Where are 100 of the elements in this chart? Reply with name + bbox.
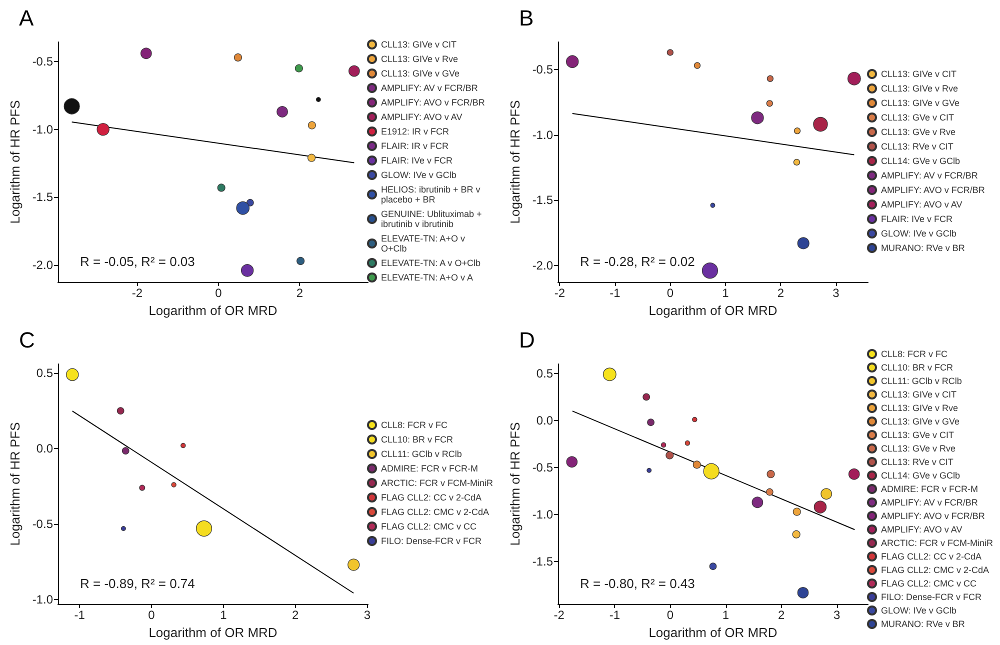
x-axis-title: Logarithm of OR MRD (148, 303, 278, 318)
legend-label: ADMIRE: FCR v FCR-M (381, 464, 478, 474)
legend-label: FILO: Dense-FCR v FCR (881, 592, 982, 602)
legend-label: CLL13: GIVe v GVe (381, 68, 460, 78)
legend-label: CLL10: BR v FCR (881, 362, 954, 372)
legend-label: GLOW: IVe v GClb (381, 170, 456, 180)
y-axis-title: Logarithm of HR PFS (507, 422, 522, 546)
y-tick-label: 0.0 (536, 413, 554, 428)
legend-label: FLAIR: IVe v FCR (381, 156, 454, 166)
y-tick-label: -1.5 (532, 554, 554, 569)
annotation: R = -0.80, R² = 0.43 (580, 576, 695, 591)
x-tick-label: 0 (148, 608, 156, 622)
x-tick-label: 3 (364, 608, 371, 622)
legend-label: CLL11: GClb v RClb (381, 449, 462, 459)
x-tick-label: 2 (292, 608, 300, 622)
y-tick-label: -0.5 (532, 62, 554, 76)
chart-title: B (519, 6, 534, 30)
legend-label: FLAG CLL2: CC v 2-CdA (881, 552, 982, 562)
x-tick-label: -2 (554, 608, 565, 622)
legend-label: GLOW: IVe v GClb (881, 228, 956, 238)
x-tick-label: 2 (777, 286, 784, 300)
legend-label: ADMIRE: FCR v FCR-M (881, 484, 978, 494)
x-axis-title: Logarithm of OR MRD (148, 625, 278, 640)
legend-label: MURANO: RVe v BR (881, 243, 966, 253)
x-tick-label: -1 (609, 608, 620, 622)
y-tick-label: -0.5 (532, 460, 554, 475)
x-tick-label: -2 (132, 286, 143, 300)
legend-label: CLL13: GIVe v Rve (881, 84, 958, 94)
chart-title: C (19, 328, 35, 352)
legend-label: CLL13: GVe v CIT (881, 112, 955, 122)
legend-label: CLL8: FCR v FC (381, 420, 448, 430)
x-tick-label: 3 (832, 286, 840, 300)
y-tick-label: -1.0 (32, 122, 54, 136)
legend-label: AMPLIFY: AVO v AV (881, 200, 962, 210)
x-tick-label: 0 (666, 608, 674, 622)
chart-title: D (519, 328, 535, 352)
legend-label: HELIOS: ibrutinib + BR v placebo + BR (381, 184, 483, 204)
legend-label: ELEVATE-TN: A+O v A (381, 272, 473, 282)
y-tick-label: -1.0 (532, 508, 554, 522)
x-axis-title: Logarithm of OR MRD (648, 625, 778, 640)
y-tick-label: -1.5 (532, 193, 554, 208)
y-axis-title: Logarithm of HR PFS (7, 422, 22, 546)
x-tick-label: 1 (722, 286, 730, 300)
legend-label: FILO: Dense-FCR v FCR (381, 536, 482, 546)
y-tick-label: 0.0 (36, 442, 54, 456)
legend-label: CLL13: GVe v Rve (881, 444, 956, 454)
legend-label: CLL11: GClb v RClb (881, 376, 962, 386)
legend-label: ARCTIC: FCR v FCM-MiniR (881, 538, 994, 548)
chart-title: A (19, 6, 34, 30)
x-tick-label: -1 (74, 608, 86, 622)
legend-label: AMPLIFY: AV v FCR/BR (881, 498, 978, 508)
legend-label: CLL13: GVe v Rve (881, 127, 956, 137)
y-tick-label: -2.0 (32, 258, 54, 272)
legend-label: FLAIR: IVe v FCR (881, 214, 954, 224)
y-axis-title: Logarithm of HR PFS (7, 100, 22, 224)
y-tick-label: -0.5 (32, 54, 54, 69)
legend-label: CLL10: BR v FCR (381, 434, 454, 444)
y-tick-label: -1.0 (532, 128, 554, 142)
legend-label: AMPLIFY: AVO v AV (881, 524, 962, 534)
y-tick-label: -1.0 (32, 592, 54, 606)
legend-label: GLOW: IVe v GClb (881, 606, 956, 616)
x-tick-label: 2 (296, 286, 304, 300)
legend-label: FLAG CLL2: CMC v CC (381, 522, 478, 532)
legend-label: AMPLIFY: AVO v FCR/BR (881, 185, 986, 195)
legend-label: CLL13: GIVe v CIT (881, 390, 958, 400)
y-axis-title: Logarithm of HR PFS (507, 100, 522, 224)
x-tick-label: -2 (554, 286, 566, 300)
legend-label: CLL13: GIVe v Rve (381, 54, 458, 64)
legend-label: AMPLIFY: AV v FCR/BR (881, 170, 978, 180)
legend-label: GENUINE: Ublituximab + ibrutinib v ibrutinib (381, 209, 484, 229)
legend-label: CLL13: GIVe v GVe (881, 98, 960, 108)
legend-label: ELEVATE-TN: A+O v O+Clb (381, 234, 468, 254)
legend-label: CLL13: RVe v CIT (881, 457, 954, 467)
y-tick-label: -0.5 (32, 517, 54, 531)
legend-label: FLAIR: IR v FCR (381, 141, 450, 151)
legend-label: AMPLIFY: AVO v FCR/BR (881, 511, 986, 521)
x-axis-title: Logarithm of OR MRD (648, 303, 778, 318)
x-tick-label: 0 (215, 286, 222, 300)
legend-label: MURANO: RVe v BR (881, 619, 966, 629)
annotation: R = -0.05, R² = 0.03 (80, 254, 195, 269)
legend-label: FLAG CLL2: CC v 2-CdA (381, 492, 482, 502)
x-tick-label: 0 (666, 286, 674, 300)
legend-label: AMPLIFY: AVO v FCR/BR (381, 98, 486, 108)
legend-label: AMPLIFY: AV v FCR/BR (381, 83, 478, 93)
y-tick-label: 0.5 (36, 366, 54, 380)
legend-label: ARCTIC: FCR v FCM-MiniR (381, 478, 494, 488)
legend-label: CLL14: GVe v GClb (881, 470, 960, 480)
x-tick-label: 3 (834, 608, 841, 622)
x-tick-label: -1 (610, 286, 621, 300)
legend-label: CLL13: RVe v CIT (881, 142, 954, 152)
legend-label: CLL14: GVe v GClb (881, 156, 960, 166)
legend-label: FLAG CLL2: CMC v CC (881, 578, 978, 588)
y-tick-label: -2.0 (532, 258, 554, 272)
x-tick-label: 1 (220, 608, 228, 622)
annotation: R = -0.89, R² = 0.74 (80, 576, 195, 591)
legend-label: AMPLIFY: AVO v AV (381, 112, 462, 122)
legend-label: CLL13: GIVe v CIT (881, 69, 958, 79)
legend-label: CLL13: GVe v CIT (881, 430, 955, 440)
legend-label: FLAG CLL2: CMC v 2-CdA (381, 507, 490, 517)
legend-label: E1912: IR v FCR (381, 126, 450, 136)
